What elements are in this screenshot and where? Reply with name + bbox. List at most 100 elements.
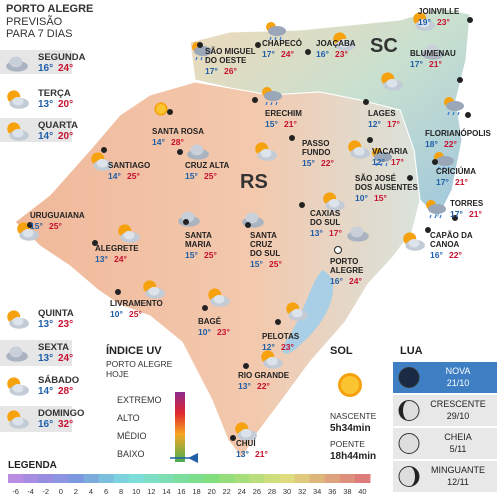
day-max: 24° (58, 63, 74, 74)
city-max: 26° (224, 66, 237, 76)
legend-title: LEGENDA (8, 460, 57, 471)
city-max: 23° (437, 17, 450, 27)
rs-state (14, 81, 421, 459)
city-min: 14° (108, 171, 121, 181)
legend-value: -4 (27, 487, 34, 496)
sun-icon (338, 373, 362, 397)
legend-swatch (294, 474, 311, 483)
city-max: 22° (444, 139, 457, 149)
city-max: 17° (387, 119, 400, 129)
weather-icon (7, 377, 29, 396)
legend-swatch (68, 474, 84, 483)
city-min: 10° (355, 193, 368, 203)
legend-swatch (264, 474, 280, 483)
city-min: 13° (238, 381, 251, 391)
city-dot (467, 17, 473, 23)
legend-swatch (189, 474, 205, 483)
day-min: 16° (38, 63, 54, 74)
city-dot (197, 42, 203, 48)
city-max: 24° (114, 254, 127, 264)
city-max: 22° (321, 158, 334, 168)
legend-value: 6 (103, 487, 109, 496)
legend-value: -2 (42, 487, 50, 496)
city-dot (305, 49, 311, 55)
city-name: CRICIÚMA (436, 167, 476, 176)
day-min: 16° (38, 419, 54, 430)
legend-value: 18 (192, 487, 201, 496)
legend-value: 32 (297, 487, 307, 496)
uv-level: MÉDIO (117, 431, 147, 441)
moon-date: 12/11 (447, 477, 469, 487)
city-name: ERECHIM (265, 109, 302, 118)
city-dot (452, 215, 458, 221)
city-name: TORRES (450, 199, 484, 208)
legend-value: 36 (328, 487, 337, 496)
city-name: LIVRAMENTO (110, 299, 163, 308)
legend-value: 28 (267, 487, 277, 496)
city-max: 25° (129, 309, 142, 319)
city-max: 21° (455, 177, 468, 187)
city-dot (432, 159, 438, 165)
legend-value: 2 (73, 487, 78, 496)
city-name: JOAÇABA (316, 39, 356, 48)
legend-value: 38 (343, 487, 352, 496)
day-name: SEXTA (38, 342, 69, 353)
weather-icon (7, 310, 29, 329)
city-dot (245, 222, 251, 228)
legend-swatch (143, 474, 160, 483)
day-max: 32° (58, 419, 74, 430)
city-name: RIO GRANDE (238, 371, 290, 380)
city-name: VACARIA (372, 147, 408, 156)
legend-swatch (53, 474, 69, 483)
city-min: 17° (262, 49, 275, 59)
day-max: 28° (58, 386, 74, 397)
moon-title: LUA (400, 345, 423, 357)
legend-swatch (234, 474, 250, 483)
legend-swatch (128, 474, 145, 483)
city-min: 17° (450, 209, 463, 219)
city-min: 13° (95, 254, 108, 264)
legend-value: 16 (177, 487, 186, 496)
city-name: ALEGRETE (95, 244, 139, 253)
city-dot (202, 305, 208, 311)
city-name: DO OESTE (205, 56, 247, 65)
day-min: 13° (38, 99, 54, 110)
city-min: 17° (410, 59, 423, 69)
city-min: 15° (30, 221, 43, 231)
city-name: BLUMENAU (410, 49, 456, 58)
city-name: ALEGRE (330, 266, 364, 275)
legend-value: 40 (358, 487, 367, 496)
legend-swatch (8, 474, 24, 483)
moon-disc (398, 367, 420, 388)
city-name: DOS AUSENTES (355, 183, 418, 192)
day-min: 14° (38, 386, 54, 397)
legend-swatch (158, 474, 175, 483)
city-dot (255, 42, 261, 48)
legend-value: 0 (58, 487, 63, 496)
legend-value: 20 (207, 487, 216, 496)
city-name: SÃO JOSÉ (355, 174, 396, 183)
city-dot (183, 219, 189, 225)
city-max: 23° (217, 327, 230, 337)
city-max: 25° (204, 171, 217, 181)
city-max: 15° (374, 193, 387, 203)
city-name: BAGÉ (198, 317, 222, 326)
day-name: QUARTA (38, 120, 78, 131)
city-min: 17° (436, 177, 449, 187)
city-max: 21° (255, 449, 268, 459)
city-min: 18° (425, 139, 438, 149)
legend-value: 22 (222, 487, 231, 496)
city-min: 15° (250, 259, 263, 269)
legend-value: 30 (282, 487, 292, 496)
day-min: 14° (38, 131, 54, 142)
legend-swatch (354, 474, 371, 483)
city-max: 22° (449, 250, 462, 260)
city-name: FLORIANÓPOLIS (425, 129, 491, 138)
moon-disc (398, 433, 420, 454)
city-name: CAPÃO DA (430, 231, 473, 240)
city-min: 17° (205, 66, 218, 76)
city-min: 15° (185, 250, 198, 260)
lagoon (282, 270, 334, 354)
city-min: 15° (185, 171, 198, 181)
city-min: 19° (418, 17, 431, 27)
